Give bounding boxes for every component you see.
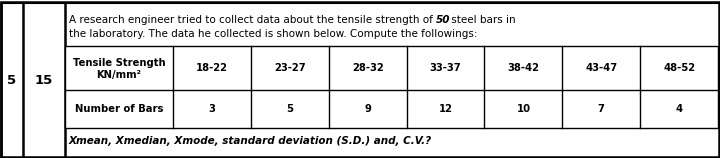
Bar <box>65 46 718 128</box>
Text: Xmean, Xmedian, Xmode, standard deviation (S.D.) and, C.V.?: Xmean, Xmedian, Xmode, standard deviatio… <box>69 136 432 146</box>
Text: Number of Bars: Number of Bars <box>75 104 163 114</box>
Text: 28-32: 28-32 <box>352 63 384 73</box>
Text: 7: 7 <box>598 104 605 114</box>
Text: 33-37: 33-37 <box>430 63 462 73</box>
Text: 18-22: 18-22 <box>196 63 228 73</box>
Text: 38-42: 38-42 <box>508 63 539 73</box>
Text: 43-47: 43-47 <box>585 63 617 73</box>
Text: the laboratory. The data he collected is shown below. Compute the followings:: the laboratory. The data he collected is… <box>69 29 477 39</box>
Text: steel bars in: steel bars in <box>448 15 516 25</box>
Text: 5: 5 <box>7 73 17 86</box>
Text: 23-27: 23-27 <box>274 63 305 73</box>
Text: 12: 12 <box>438 104 452 114</box>
Text: 48-52: 48-52 <box>663 63 695 73</box>
Text: Tensile Strength: Tensile Strength <box>73 58 166 68</box>
Text: 50: 50 <box>436 15 451 25</box>
Text: 9: 9 <box>364 104 371 114</box>
Text: 3: 3 <box>209 104 215 114</box>
Text: 15: 15 <box>35 73 53 86</box>
Text: 4: 4 <box>675 104 683 114</box>
Text: A research engineer tried to collect data about the tensile strength of: A research engineer tried to collect dat… <box>69 15 436 25</box>
Text: 10: 10 <box>516 104 531 114</box>
Text: KN/mm²: KN/mm² <box>96 70 142 80</box>
Text: 5: 5 <box>287 104 293 114</box>
